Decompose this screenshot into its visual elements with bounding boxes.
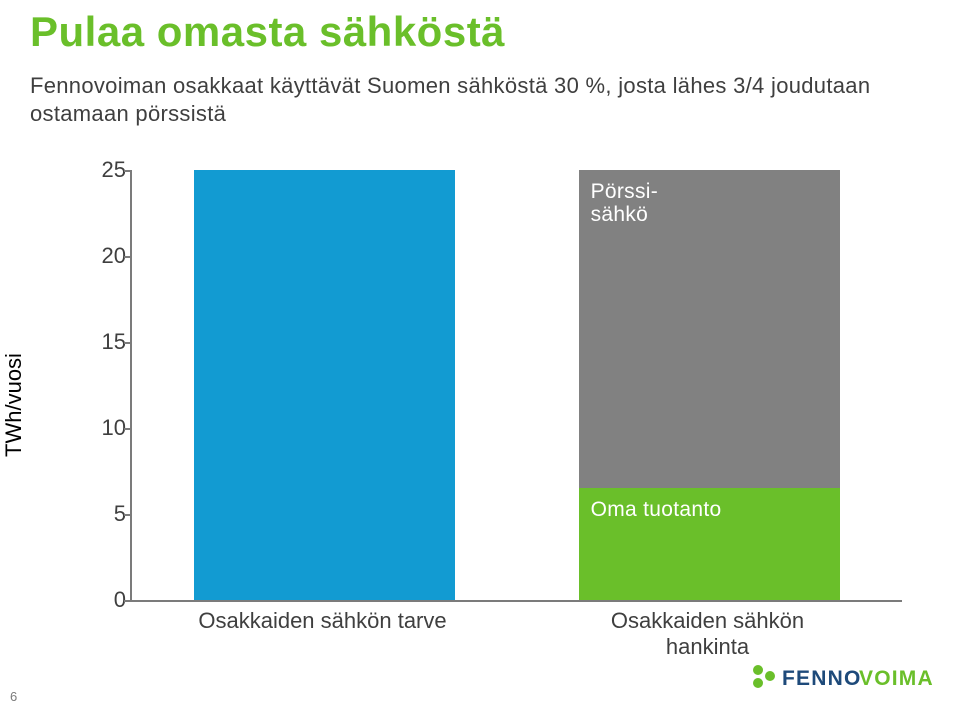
segment-label: Oma tuotanto — [591, 498, 722, 521]
page-number: 6 — [10, 689, 17, 704]
y-axis-label: TWh/vuosi — [1, 353, 27, 457]
chart-area: TWh/vuosi Oma tuotantoPörssi-sähkö 05101… — [50, 170, 930, 640]
svg-text:FENNO: FENNO — [782, 667, 862, 690]
bar-segment — [194, 170, 456, 600]
y-tick-label: 5 — [88, 501, 126, 527]
y-tick-label: 25 — [88, 157, 126, 183]
y-tick-label: 15 — [88, 329, 126, 355]
bar-segment: Pörssi-sähkö — [579, 170, 841, 488]
svg-text:VOIMA: VOIMA — [859, 667, 934, 690]
y-tick-mark — [124, 342, 130, 344]
y-tick-mark — [124, 256, 130, 258]
y-tick-mark — [124, 514, 130, 516]
bar-segment: Oma tuotanto — [579, 488, 841, 600]
y-tick-label: 20 — [88, 243, 126, 269]
fennovoima-logo: FENNO VOIMA — [748, 661, 938, 698]
y-tick-mark — [124, 428, 130, 430]
y-tick-mark — [124, 600, 130, 602]
x-axis-label: Osakkaiden sähkön tarve — [198, 608, 446, 634]
y-tick-mark — [124, 170, 130, 172]
segment-label: Pörssi-sähkö — [591, 180, 658, 226]
y-tick-label: 0 — [88, 587, 126, 613]
page-subtitle: Fennovoiman osakkaat käyttävät Suomen sä… — [30, 72, 910, 127]
x-axis-label: Osakkaiden sähkön hankinta — [596, 608, 819, 660]
page-title: Pulaa omasta sähköstä — [30, 8, 505, 56]
chart-plot: Oma tuotanto Pörssi-sähkö — [130, 170, 902, 602]
y-tick-label: 10 — [88, 415, 126, 441]
